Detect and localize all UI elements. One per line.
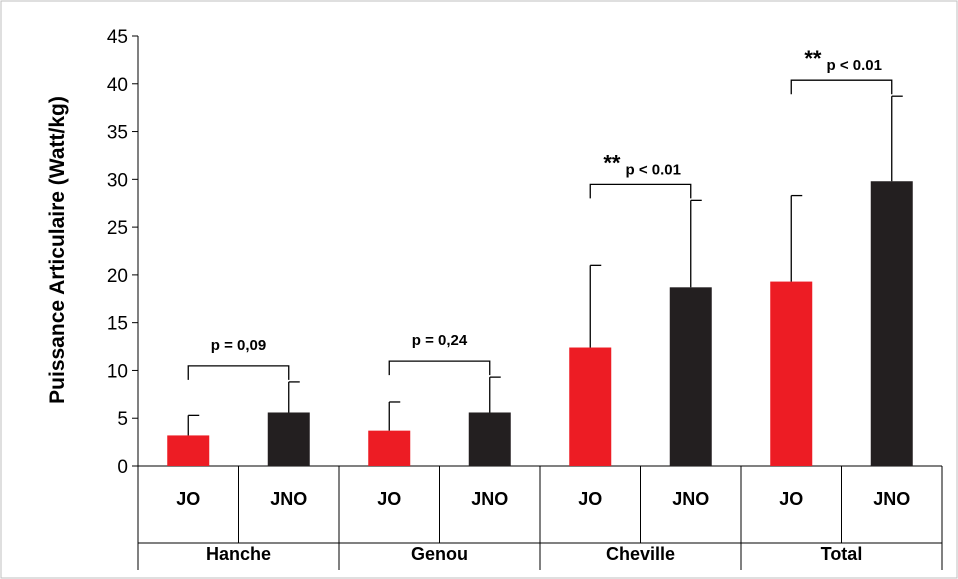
y-axis-label: Puissance Articulaire (Watt/kg) [46, 96, 69, 404]
y-tick-label: 10 [107, 361, 128, 382]
y-tick-label: 0 [117, 457, 128, 478]
significance-stars: ** [603, 150, 621, 175]
significance-bracket [790, 79, 893, 95]
y-tick-label: 30 [107, 170, 128, 191]
bar-jo [368, 430, 411, 466]
group-label: Hanche [206, 544, 271, 564]
group-label: Total [821, 544, 863, 564]
y-tick-label: 45 [107, 27, 128, 48]
series-category-label: JNO [672, 489, 709, 509]
y-tick-label: 15 [107, 314, 128, 335]
bar-jno [468, 412, 511, 466]
series-category-label: JO [176, 489, 200, 509]
bar-jno [669, 287, 712, 466]
bar-jo [569, 347, 612, 466]
y-tick-label: 35 [107, 123, 128, 144]
series-category-label: JNO [873, 489, 910, 509]
bar-jno [267, 412, 310, 466]
series-category-label: JO [377, 489, 401, 509]
category-axis: JO JNO Hanche JO JNO Genou JO JNO Cheville JO JNO T… [138, 466, 943, 570]
series-category-label: JNO [270, 489, 307, 509]
series-category-label: JNO [471, 489, 508, 509]
group-label: Genou [411, 544, 468, 564]
group-label: Cheville [606, 544, 675, 564]
p-value-label: p = 0,24 [412, 332, 468, 349]
y-tick-label: 5 [117, 409, 128, 430]
y-tick-label: 40 [107, 75, 128, 96]
series-category-label: JO [779, 489, 803, 509]
y-tick-label: 20 [107, 266, 128, 287]
significance-bracket [388, 360, 491, 376]
p-value-label: p < 0.01 [827, 57, 882, 74]
y-tick-label: 25 [107, 218, 128, 239]
bar-jo [167, 435, 210, 466]
bar-jo [770, 281, 813, 466]
significance-bracket [187, 365, 290, 380]
p-value-label: p = 0,09 [211, 337, 266, 354]
error-bars [187, 95, 903, 436]
significance-bracket [589, 183, 692, 199]
bars [167, 181, 913, 466]
significance-stars: ** [804, 46, 822, 71]
p-value-label: p < 0.01 [626, 161, 681, 178]
series-category-label: JO [578, 489, 602, 509]
bar-jno [870, 181, 913, 466]
y-ticks: 0 5 10 15 20 25 30 35 40 45 [107, 27, 138, 478]
annotations: p = 0,09 p = 0,24 ** p < 0.01 ** p < 0.01 [187, 46, 893, 380]
